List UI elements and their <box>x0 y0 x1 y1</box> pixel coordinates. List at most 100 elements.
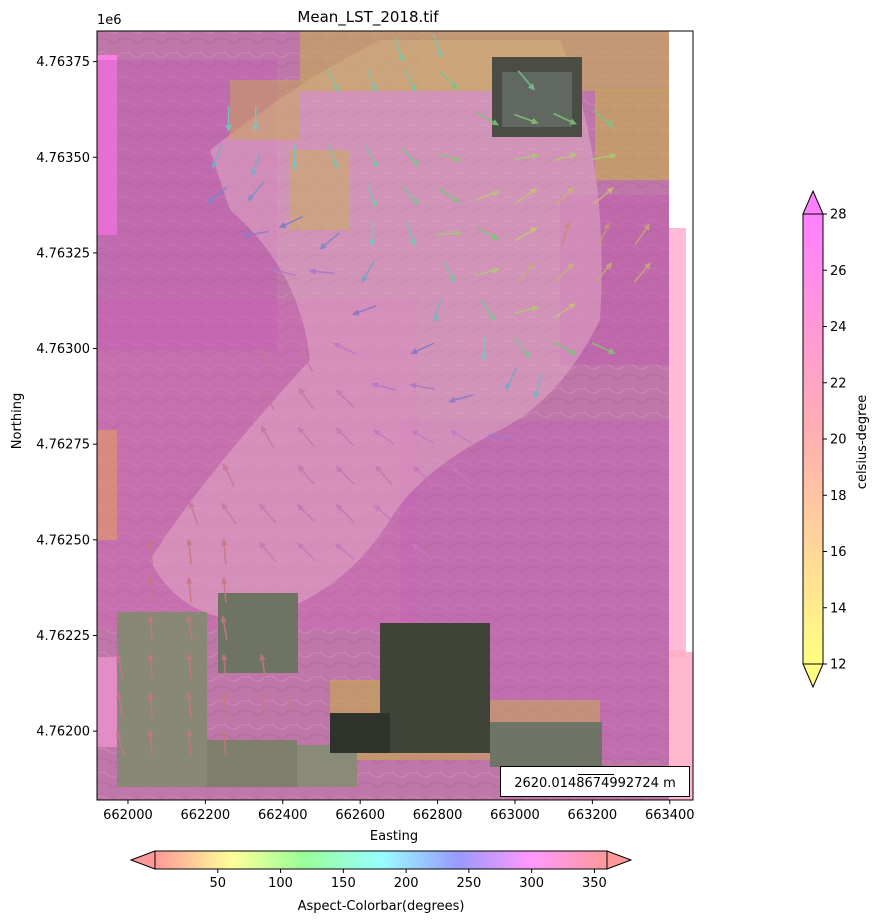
aspect-arrow <box>258 691 268 718</box>
aspect-arrow <box>591 342 616 355</box>
aspect-arrow <box>475 190 501 201</box>
aspect-arrow <box>405 221 416 246</box>
aspect-arrow <box>450 466 472 484</box>
aspect-arrow <box>260 387 275 410</box>
aspect-arrow <box>448 394 474 403</box>
aspect-arrow <box>225 105 232 132</box>
aspect-arrow <box>334 542 356 561</box>
aspect-arrow <box>449 430 473 444</box>
aspect-arrow <box>486 432 513 440</box>
map-raster <box>97 31 693 800</box>
aspect-arrow <box>479 299 496 321</box>
aspect-arrow <box>186 576 193 603</box>
aspect-arrow <box>366 68 377 93</box>
aspect-arrow <box>116 653 124 680</box>
aspect-arrow <box>555 262 575 282</box>
aspect-arrow <box>260 348 275 372</box>
x-tick-label: 662200 <box>181 808 231 823</box>
aspect-arrow <box>186 691 193 718</box>
aspect-arrow <box>211 144 223 170</box>
aspect-colorbar-tick-label: 200 <box>394 876 419 891</box>
aspect-arrow <box>327 144 339 170</box>
aspect-arrow <box>223 463 235 487</box>
aspect-colorbar-tick-label: 100 <box>268 876 293 891</box>
aspect-arrow <box>285 691 295 718</box>
aspect-arrow <box>561 221 570 247</box>
aspect-arrow <box>412 465 432 485</box>
aspect-arrow <box>505 367 518 391</box>
aspect-arrow <box>319 232 340 250</box>
aspect-arrow <box>633 262 652 283</box>
lst-colorbar: 12 14 16 18 20 22 24 26 28 celsius-degree <box>802 189 870 689</box>
aspect-arrow <box>410 342 435 355</box>
y-tick-label: 4.76275 <box>36 438 90 453</box>
aspect-arrow <box>375 464 393 486</box>
x-tick-label: 663000 <box>490 808 540 823</box>
x-tick-label: 662600 <box>335 808 385 823</box>
aspect-arrow <box>147 538 154 565</box>
aspect-arrow <box>591 153 617 161</box>
lst-colorbar-tick-label: 14 <box>830 601 847 616</box>
x-axis-label: Easting <box>370 829 418 844</box>
aspect-colorbar: 50 100 150 200 250 300 350 Aspect-Colorbar(deg… <box>129 850 633 914</box>
aspect-arrow <box>242 230 269 238</box>
aspect-arrow <box>411 543 434 560</box>
aspect-arrow <box>186 729 193 756</box>
aspect-arrow <box>373 504 394 523</box>
aspect-arrow <box>116 691 124 718</box>
aspect-arrow <box>513 305 540 315</box>
aspect-arrow <box>368 220 375 247</box>
lst-colorbar-tick-label: 24 <box>830 320 847 335</box>
aspect-arrow <box>186 653 193 680</box>
scale-bar-line <box>578 774 614 775</box>
aspect-arrow <box>258 541 277 562</box>
aspect-arrow <box>188 500 199 526</box>
aspect-colorbar-label: Aspect-Colorbar(degrees) <box>298 899 465 914</box>
aspect-arrow <box>220 615 228 641</box>
aspect-arrow <box>270 267 296 277</box>
aspect-arrow <box>259 653 267 680</box>
aspect-arrow <box>480 335 488 362</box>
y-tick-label: 4.76250 <box>36 533 90 548</box>
scale-bar: 2620.0148674992724 m <box>500 766 690 797</box>
aspect-arrow <box>373 542 394 561</box>
aspect-arrow <box>513 338 532 359</box>
aspect-arrow <box>297 426 315 448</box>
aspect-arrow <box>513 153 540 161</box>
aspect-arrow <box>364 145 379 169</box>
aspect-arrow <box>351 305 377 316</box>
y-tick-label: 4.76200 <box>36 725 90 740</box>
aspect-arrow <box>514 227 538 241</box>
x-tick-label: 662400 <box>258 808 308 823</box>
aspect-arrow <box>335 427 355 447</box>
x-tick-label: 662800 <box>413 808 463 823</box>
lst-colorbar-tick-label: 22 <box>830 376 847 391</box>
aspect-arrow <box>517 70 535 91</box>
aspect-arrow <box>553 341 577 356</box>
aspect-arrow <box>370 382 397 391</box>
plot-frame <box>96 30 694 801</box>
aspect-arrow <box>326 68 339 93</box>
aspect-arrow <box>475 267 501 277</box>
aspect-arrow <box>404 68 416 93</box>
aspect-arrow <box>517 262 535 283</box>
aspect-arrow <box>332 343 357 355</box>
aspect-arrow <box>291 144 298 171</box>
aspect-arrow <box>335 389 355 409</box>
aspect-colorbar-tick-label: 300 <box>519 876 544 891</box>
y-tick-label: 4.76325 <box>36 246 90 261</box>
scale-bar-label: 2620.0148674992724 m <box>514 776 676 791</box>
aspect-arrow <box>432 297 442 323</box>
x-tick-label: 662000 <box>103 808 153 823</box>
y-tick-label: 4.76375 <box>36 55 90 70</box>
y-tick-label: 4.76300 <box>36 342 90 357</box>
aspect-arrow <box>297 464 315 486</box>
aspect-arrow <box>372 429 395 445</box>
aspect-arrow <box>278 216 303 228</box>
aspect-colorbar-tick-label: 50 <box>210 876 227 891</box>
aspect-arrow <box>436 153 462 162</box>
lst-colorbar-tick-label: 26 <box>830 264 847 279</box>
aspect-arrow <box>221 502 237 525</box>
aspect-arrow <box>438 187 460 203</box>
